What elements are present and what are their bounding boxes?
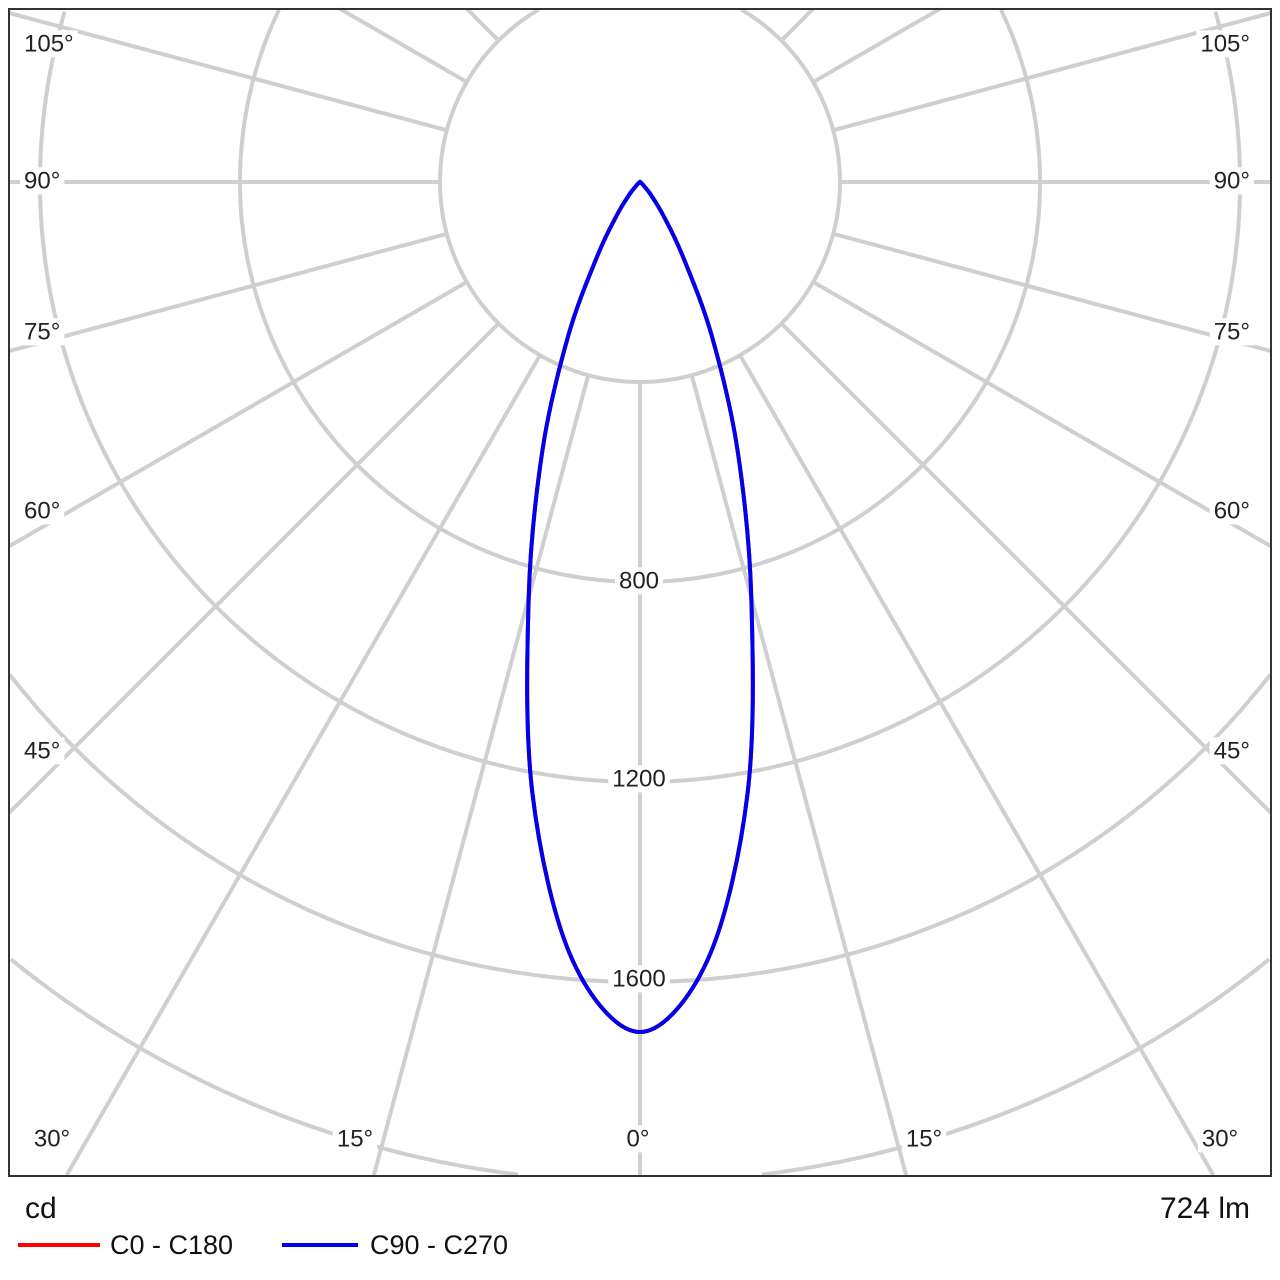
grid-spoke-120 — [812, 7, 941, 84]
radial-tick-label: 1200 — [612, 765, 665, 792]
angle-label-right: 105° — [1200, 30, 1250, 57]
angle-label-left: 45° — [24, 737, 60, 764]
grid-spoke-45 — [780, 322, 1273, 815]
grid-spoke-105 — [8, 10, 448, 133]
grid-ring-400 — [438, 7, 842, 384]
grid-spoke-75 — [8, 231, 448, 354]
angle-label-bottom: 30° — [1202, 1125, 1238, 1152]
angle-label-left: 105° — [24, 30, 74, 57]
radial-tick-label: 800 — [619, 567, 659, 594]
series-curve-1 — [525, 179, 755, 1035]
unit-label: cd — [25, 1192, 57, 1225]
angle-label-bottom: 0° — [627, 1125, 650, 1152]
grid-spoke-135 — [780, 7, 815, 42]
angle-label-bottom: 30° — [34, 1125, 70, 1152]
axis-labels: 105° 90° 75° 60° 45° 105° 90° 75° 60° 45° 30° 15° 0°… — [20, 30, 1254, 1153]
luminous-flux-label: 724 lm — [1159, 1192, 1250, 1225]
legend-label-c90: C90 - C270 — [370, 1230, 509, 1260]
angle-label-right: 75° — [1214, 318, 1250, 345]
grid-spoke-60 — [812, 280, 1273, 549]
grid-spoke-135 — [465, 7, 500, 42]
grid-spoke-60 — [7, 280, 468, 549]
plot-frame — [8, 8, 1272, 1177]
curves — [525, 179, 755, 1035]
grid-spoke-15 — [371, 374, 591, 1176]
angle-label-left: 75° — [24, 318, 60, 345]
angle-label-left: 60° — [24, 497, 60, 524]
angle-label-bottom: 15° — [337, 1125, 373, 1152]
grid-spoke-75 — [832, 231, 1272, 354]
angle-label-bottom: 15° — [906, 1125, 942, 1152]
angle-label-right: 45° — [1214, 737, 1250, 764]
grid-ring-2000 — [9, 957, 1271, 1177]
radial-tick-label: 1600 — [612, 965, 665, 992]
legend-label-c0: C0 - C180 — [110, 1230, 234, 1260]
angle-label-right: 60° — [1214, 497, 1250, 524]
grid-spoke-120 — [339, 7, 468, 84]
angle-label-left: 90° — [24, 167, 60, 194]
grid-spoke-15 — [689, 374, 909, 1176]
grid-spoke-30 — [64, 354, 542, 1176]
grid-spoke-30 — [738, 354, 1216, 1177]
angle-label-right: 90° — [1214, 167, 1250, 194]
grid-spoke-45 — [7, 322, 500, 815]
grid-ring-800 — [238, 8, 1042, 584]
